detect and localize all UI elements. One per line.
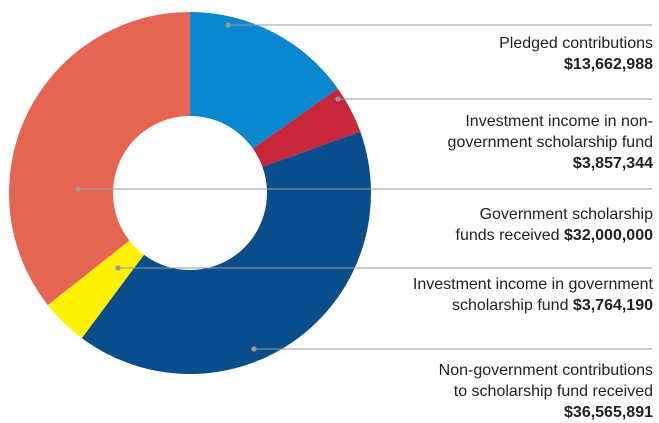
label-amount: $13,662,988 (564, 56, 653, 73)
label-text-line1: Investment income in non- (465, 113, 653, 130)
leader-investment-income-government-dot (115, 265, 121, 271)
label-text-line2: funds received (455, 227, 560, 244)
label-text-line1: Government scholarship (479, 206, 653, 223)
slice-non-government-contributions (81, 131, 371, 375)
label-investment-income-non-government: Investment income in non- government sch… (448, 111, 653, 174)
label-amount: $3,857,344 (572, 155, 653, 172)
label-text: Pledged contributions (499, 35, 653, 52)
label-amount: $36,565,891 (564, 404, 653, 421)
slice-pledged-contributions (190, 12, 338, 149)
leader-non-government-contributions-dot (251, 346, 257, 352)
label-government-scholarship-funds: Government scholarship funds received $3… (456, 204, 654, 246)
leader-government-scholarship-funds-dot (75, 186, 81, 192)
leader-pledged-contributions-dot (225, 22, 231, 28)
label-investment-income-government: Investment income in government scholars… (413, 274, 653, 316)
donut-slices (8, 12, 371, 375)
slice-government-scholarship-funds (8, 12, 191, 305)
slice-investment-income-non-government (252, 88, 361, 167)
label-text-line2: government scholarship fund (447, 134, 653, 151)
leader-investment-income-non-government-dot (335, 96, 341, 102)
label-non-government-contributions: Non-government contributions to scholars… (439, 360, 653, 423)
label-text-line1: Non-government contributions (438, 362, 653, 379)
label-text-line2: to scholarship fund received (453, 383, 653, 400)
label-pledged-contributions: Pledged contributions $13,662,988 (499, 33, 653, 75)
slice-investment-income-government (47, 240, 144, 339)
leader-lines (75, 22, 652, 352)
label-amount: $3,764,190 (572, 297, 653, 314)
label-text-line1: Investment income in government (412, 276, 653, 293)
label-text-line2: scholarship fund (451, 297, 569, 314)
label-amount: $32,000,000 (564, 227, 653, 244)
